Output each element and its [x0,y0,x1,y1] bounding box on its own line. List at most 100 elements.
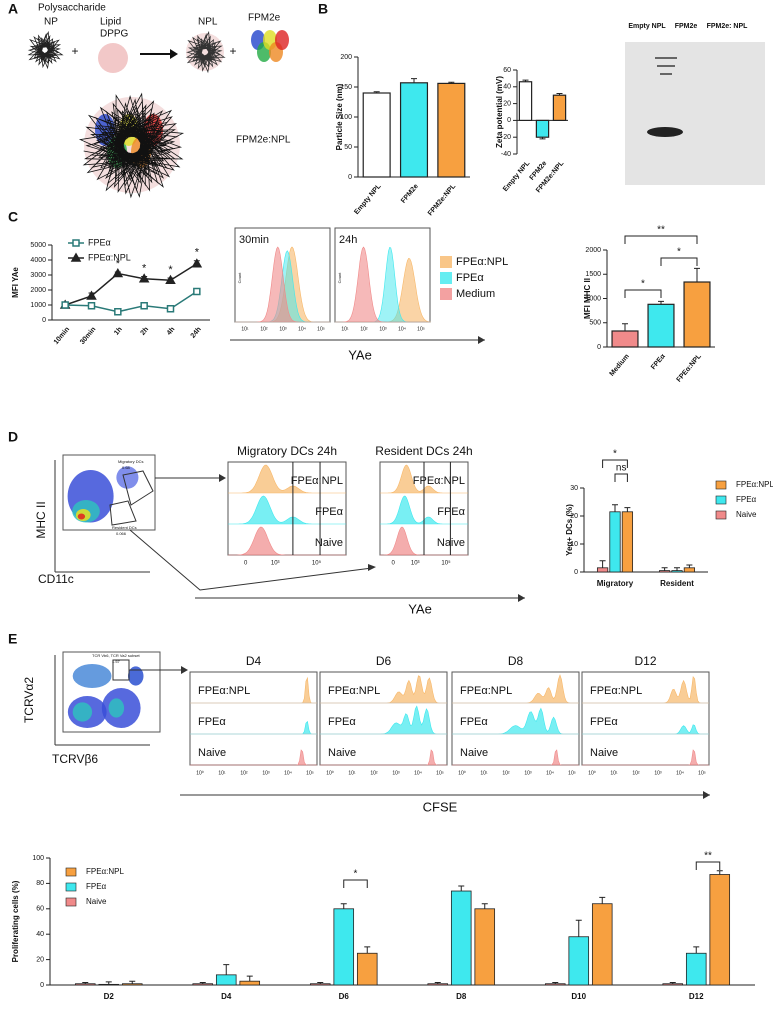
y-tick-label: 2000 [30,287,46,294]
gate-label: Resident DCs [112,525,137,530]
y-tick-label: 0 [40,982,44,989]
error-bar [599,896,606,904]
bar [621,511,634,573]
npl-icon [186,33,224,71]
y-axis-label: Proliferating cells (%) [11,880,20,962]
bar [121,983,143,986]
error-bar [373,91,380,93]
histogram-tick: 10⁴ [546,770,554,776]
legend-label: Naive [736,510,757,519]
error-bar [129,980,136,984]
histogram-tick: 10⁵ [417,326,425,332]
bar [591,903,613,986]
polymer-strand [185,30,226,74]
gel-band [647,127,683,137]
x-tick-label: Resident [660,579,694,588]
x-tick-label: 10min [53,326,71,346]
bar [356,952,378,986]
error-bar [694,267,700,283]
histogram-tick: 10¹ [341,326,349,332]
arrow-head [478,336,485,344]
histogram [320,749,447,766]
bar [658,570,671,573]
histogram [380,526,468,556]
legend-label: FPEα [456,272,484,284]
histogram-tick: 10³ [654,770,662,776]
row-label: FPEα:NPL [460,685,512,697]
significance-bracket [624,235,698,244]
histogram-title: D12 [634,654,656,668]
row-label: FPEα [460,716,488,728]
row-label: Naive [315,537,343,549]
y-tick-label: 40 [503,84,511,91]
dot-density [108,698,125,718]
dot-density [72,702,93,722]
histogram-tick: 10⁵ [568,770,576,776]
histogram-tick: 10⁴ [414,770,422,776]
polymer-strand [27,30,64,70]
gate-arrow [129,529,373,591]
gel-smear [655,57,677,75]
y-tick-label: 3000 [30,272,46,279]
bar [192,983,214,986]
row-label: FPEα [437,506,465,518]
error-bar [411,78,417,83]
error-bar [522,79,529,82]
bar [709,874,731,986]
bar [74,983,96,986]
y-tick-label: 0 [348,174,352,181]
histogram-title: D8 [508,654,524,668]
histogram-tick: 10² [260,326,268,332]
y-tick-label: 100 [340,114,352,121]
bar [552,94,567,121]
x-tick-label: D4 [221,992,232,1001]
label: NP [44,17,58,28]
significance-label: ** [657,225,665,236]
histogram-tick: 10⁵ [312,560,322,567]
label: FPM2e [248,13,281,24]
arrow-head [219,474,226,482]
bar [437,82,466,178]
legend-swatch [715,480,727,490]
significance-label: * [142,262,147,274]
bar [671,570,683,573]
bar [596,567,609,573]
y-tick-label: 5000 [30,242,46,249]
y-tick-label: 100 [32,855,44,862]
x-tick-label: FPM2e:NPL [427,182,458,217]
histogram-tick: 10⁵ [441,560,451,567]
y-tick-label: 60 [503,67,511,74]
label: + [229,44,236,58]
error-bar [458,885,465,892]
y-tick-label: 0 [42,317,46,324]
x-tick-label: 24h [190,326,203,340]
panel-letter: C [8,209,18,225]
row-label: Naive [590,747,618,759]
error-bar [686,564,693,568]
y-tick-label: 500 [589,320,601,327]
error-bar [199,981,206,984]
histogram [190,749,317,766]
error-bar [317,981,324,984]
axis-title: CFSE [423,799,458,814]
x-tick-label: 30min [79,326,97,346]
gate-value: 0.68 [122,465,131,470]
significance-label: ** [704,851,712,862]
histogram-tick: 10³ [279,326,287,332]
legend-marker [70,252,82,262]
x-tick-label: 4h [166,326,177,337]
y-tick-label: -40 [501,151,511,158]
histogram-tick: 10⁴ [676,770,684,776]
bar [662,983,684,986]
bar [427,983,449,986]
y-tick-label: 40 [36,931,44,938]
lipid-icon [98,43,128,73]
histogram-tick: 10⁴ [398,326,406,332]
arrow-head [368,564,376,571]
label: FPM2e:NPL [236,135,291,146]
error-bar [246,975,253,982]
histogram-tick: 0 [392,561,396,567]
significance-label: * [677,247,681,258]
point [193,287,201,296]
error-bar [674,567,680,571]
